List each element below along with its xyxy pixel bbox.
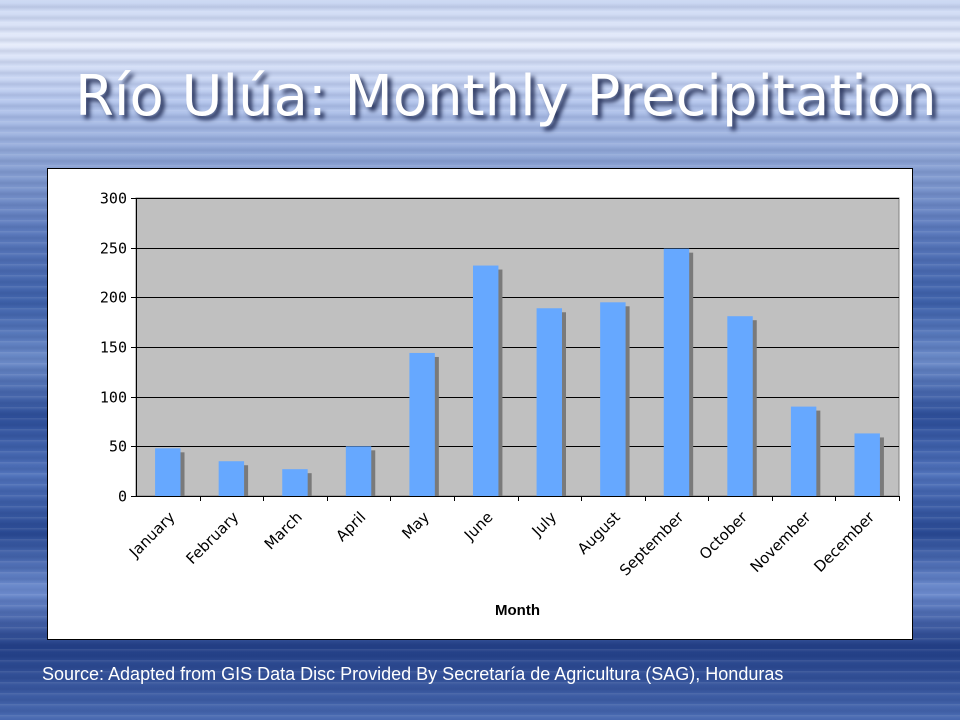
bar bbox=[472, 265, 499, 496]
bar bbox=[600, 302, 626, 496]
bar bbox=[663, 248, 690, 496]
bar bbox=[409, 352, 435, 496]
y-tick-label: 200 bbox=[100, 289, 127, 307]
x-axis-title: Month bbox=[495, 602, 540, 619]
x-category-label: July bbox=[528, 508, 561, 541]
x-category-label: June bbox=[460, 508, 497, 545]
bar bbox=[727, 316, 753, 496]
y-tick-label: 300 bbox=[100, 190, 127, 208]
x-category-label: April bbox=[332, 508, 369, 545]
bar bbox=[155, 448, 181, 496]
bar bbox=[218, 461, 245, 496]
bar bbox=[854, 433, 880, 496]
bar bbox=[282, 469, 308, 496]
x-category-label: January bbox=[125, 508, 179, 562]
x-category-label: March bbox=[261, 508, 306, 553]
y-tick-label: 150 bbox=[100, 339, 127, 357]
precipitation-bar-chart: 0 50 100 150 200 250 300 January February March Ap… bbox=[100, 190, 900, 619]
bar bbox=[790, 406, 817, 496]
x-category-label: October bbox=[696, 508, 752, 564]
chart-frame: 0 50 100 150 200 250 300 January February March Ap… bbox=[47, 168, 913, 640]
x-category-label: December bbox=[810, 508, 878, 576]
y-tick-label: 0 bbox=[118, 488, 127, 506]
y-tick-label: 250 bbox=[100, 240, 127, 258]
x-category-label: September bbox=[616, 508, 688, 580]
bar bbox=[536, 308, 563, 496]
y-tick-label: 50 bbox=[109, 438, 127, 456]
x-category-label: February bbox=[182, 508, 242, 568]
x-category-label: August bbox=[574, 508, 624, 558]
y-tick-label: 100 bbox=[100, 389, 127, 407]
source-note: Source: Adapted from GIS Data Disc Provi… bbox=[42, 664, 784, 684]
page-title: Río Ulúa: Monthly Precipitation bbox=[75, 64, 937, 129]
bar bbox=[345, 446, 372, 496]
x-category-label: May bbox=[398, 508, 433, 543]
x-category-label: November bbox=[747, 508, 815, 576]
